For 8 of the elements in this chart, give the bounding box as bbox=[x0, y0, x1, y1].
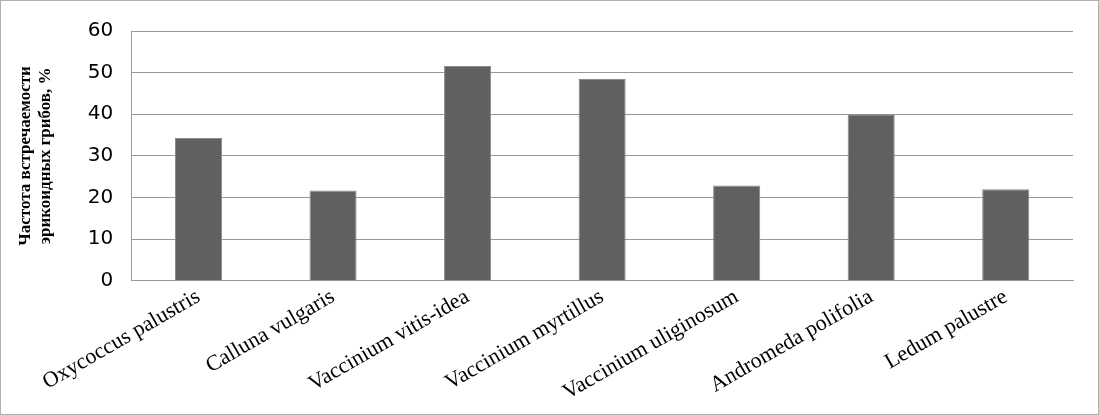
y-tick-label: 60 bbox=[87, 17, 114, 42]
y-tick-label: 50 bbox=[87, 58, 114, 83]
y-tick-label: 20 bbox=[87, 183, 114, 208]
y-tick-label: 40 bbox=[87, 100, 114, 125]
y-tick-label: 30 bbox=[87, 142, 114, 167]
y-axis-title: Частота встречаемости эрикоидных грибов, % bbox=[14, 65, 54, 246]
y-tick-label: 10 bbox=[87, 225, 114, 250]
y-tick-label: 0 bbox=[100, 267, 114, 292]
